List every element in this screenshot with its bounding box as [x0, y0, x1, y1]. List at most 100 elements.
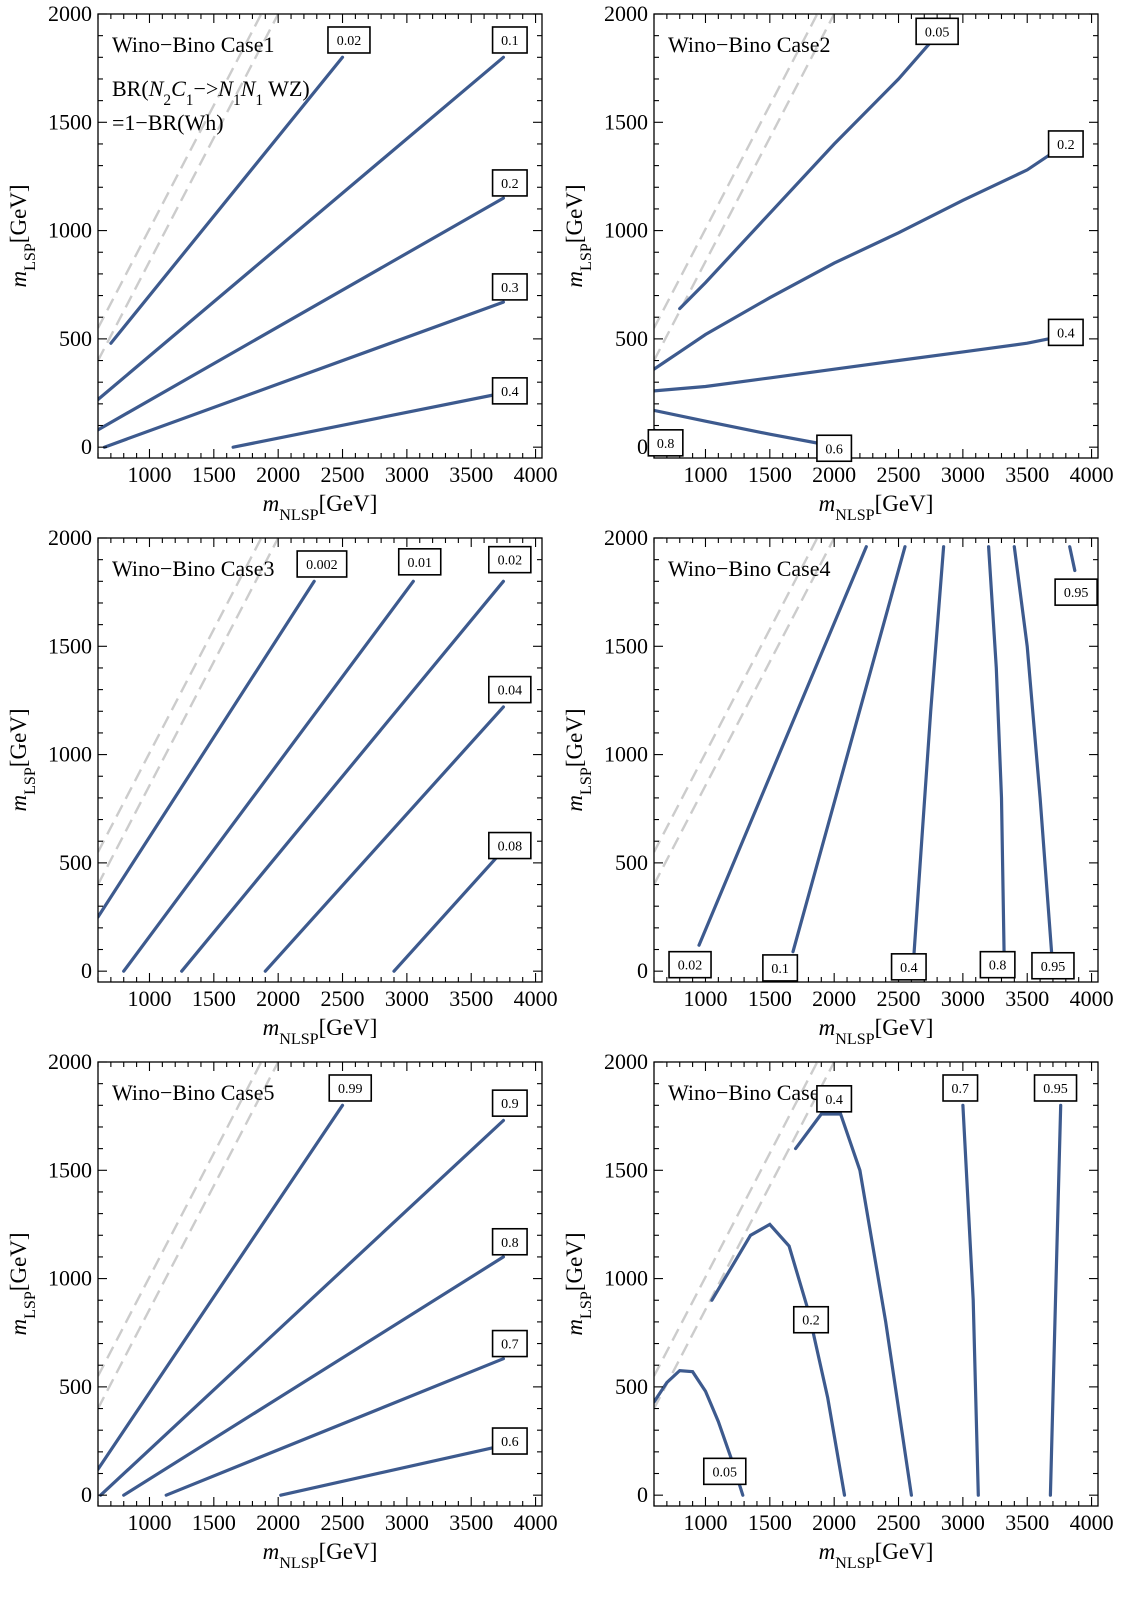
contour-label: 0.6	[816, 434, 853, 463]
y-tick-label: 0	[637, 958, 648, 983]
x-tick-label: 4000	[514, 986, 558, 1011]
x-tick-label: 4000	[1070, 986, 1114, 1011]
contour-line-0.02	[697, 545, 868, 947]
x-tick-label: 2500	[321, 462, 365, 487]
contour-line-0.002	[98, 579, 316, 919]
contour-line-0.7	[961, 1103, 980, 1497]
y-axis-label: mLSP[GeV]	[562, 1232, 595, 1335]
y-tick-label: 2000	[48, 525, 92, 550]
x-tick-label: 1000	[127, 986, 171, 1011]
contour-line-0.02	[180, 579, 505, 973]
y-tick-label: 1500	[604, 633, 648, 658]
x-tick-label: 3000	[941, 1510, 985, 1535]
plot-frame	[653, 13, 1099, 459]
x-tick-label: 3000	[941, 986, 985, 1011]
contour-line-0.05	[678, 40, 933, 311]
guide-line-2	[98, 538, 263, 853]
y-tick-label: 0	[81, 958, 92, 983]
contour-label: 0.4	[491, 377, 528, 405]
y-tick-label: 2000	[604, 525, 648, 550]
y-tick-label: 2000	[604, 1, 648, 26]
panel-2: 1000 1500 2000 2500 3000 3500 4000 0 500 1000 1500…	[562, 1, 1114, 524]
contour-label: 0.05	[915, 17, 959, 46]
contour-line-0.2	[654, 146, 1061, 371]
plot-area	[654, 14, 1061, 447]
y-tick-label: 500	[615, 326, 648, 351]
x-tick-label: 1000	[127, 462, 171, 487]
y-axis-label: mLSP[GeV]	[562, 184, 595, 287]
contour-label-text: 0.9	[501, 1097, 519, 1112]
contour-label-text: 0.02	[678, 959, 703, 974]
contour-label-text: 0.99	[338, 1082, 363, 1097]
contour-line-0.7	[164, 1357, 505, 1497]
x-tick-label: 1500	[192, 986, 236, 1011]
contour-label: 0.95	[1054, 578, 1098, 606]
contour-label: 0.9	[491, 1089, 528, 1117]
contour-label-text: 0.2	[501, 177, 519, 192]
contour-line-0.05	[654, 1368, 745, 1497]
guide-line-1	[98, 538, 280, 886]
y-tick-label: 1000	[48, 742, 92, 767]
contour-line-0.01	[122, 579, 415, 973]
y-tick-label: 1000	[48, 1266, 92, 1291]
contour-label-text: 0.04	[498, 684, 523, 699]
x-tick-label: 2000	[812, 1510, 856, 1535]
y-tick-label: 0	[81, 1482, 92, 1507]
contour-label: 0.8	[647, 429, 684, 457]
y-tick-label: 1500	[604, 1157, 648, 1182]
panel-4: 1000 1500 2000 2500 3000 3500 4000 0 500 1000 1500…	[562, 525, 1114, 1048]
contour-label: 0.04	[488, 675, 532, 704]
plot-frame	[653, 537, 1099, 983]
panel-5: 1000 1500 2000 2500 3000 3500 4000 0 500 1000 1500…	[6, 1049, 558, 1572]
y-tick-label: 0	[637, 1482, 648, 1507]
contour-label-text: 0.4	[501, 385, 519, 400]
x-tick-label: 3500	[1005, 462, 1049, 487]
y-tick-label: 500	[615, 850, 648, 875]
y-tick-label: 1500	[48, 633, 92, 658]
panel-3: 1000 1500 2000 2500 3000 3500 4000 0 500 1000 1500…	[6, 525, 558, 1048]
contour-line-0.02	[109, 55, 345, 345]
plot-area	[98, 14, 505, 449]
guide-line-2	[654, 14, 819, 329]
x-axis-label: mNLSP[GeV]	[819, 491, 934, 524]
panel-title: Wino−Bino Case1	[112, 32, 274, 57]
contour-label-text: 0.4	[1057, 326, 1075, 341]
x-tick-label: 4000	[514, 1510, 558, 1535]
x-tick-label: 1500	[748, 462, 792, 487]
guide-line-1	[98, 14, 280, 362]
x-axis-label: mNLSP[GeV]	[819, 1015, 934, 1048]
contour-label: 0.8	[979, 950, 1016, 979]
contour-line-0.9	[99, 1118, 505, 1497]
guide-line-2	[654, 538, 819, 853]
contour-label: 0.1	[762, 954, 799, 982]
x-tick-label: 2000	[812, 986, 856, 1011]
panel-subtitle-line: =1−BR(Wh)	[112, 110, 224, 135]
x-tick-label: 2000	[256, 1510, 300, 1535]
x-tick-label: 2500	[321, 986, 365, 1011]
contour-label-text: 0.8	[989, 959, 1007, 974]
plot-area	[98, 538, 505, 973]
contour-label-text: 0.1	[501, 34, 519, 49]
y-tick-label: 500	[59, 850, 92, 875]
y-tick-label: 0	[81, 434, 92, 459]
y-tick-label: 1000	[604, 1266, 648, 1291]
contour-label: 0.2	[491, 169, 528, 197]
y-tick-label: 1500	[604, 109, 648, 134]
panel-title: Wino−Bino Case3	[112, 556, 274, 581]
contour-line-0.1	[791, 545, 907, 954]
y-tick-label: 2000	[604, 1049, 648, 1074]
contour-label-text: 0.6	[501, 1435, 519, 1450]
y-tick-label: 2000	[48, 1049, 92, 1074]
contour-line-0.8	[122, 1255, 505, 1497]
contour-line-0.4	[231, 391, 505, 449]
x-tick-label: 1500	[748, 1510, 792, 1535]
y-tick-label: 1000	[604, 742, 648, 767]
guide-line-1	[98, 1062, 280, 1410]
contour-line-0.1	[98, 55, 505, 402]
x-tick-label: 3500	[449, 986, 493, 1011]
panel-1: 1000 1500 2000 2500 3000 3500 4000 0 500 1000 1500…	[6, 1, 558, 524]
x-tick-label: 2000	[256, 462, 300, 487]
contour-label-text: 0.6	[825, 442, 843, 457]
contour-label: 0.6	[491, 1427, 528, 1455]
